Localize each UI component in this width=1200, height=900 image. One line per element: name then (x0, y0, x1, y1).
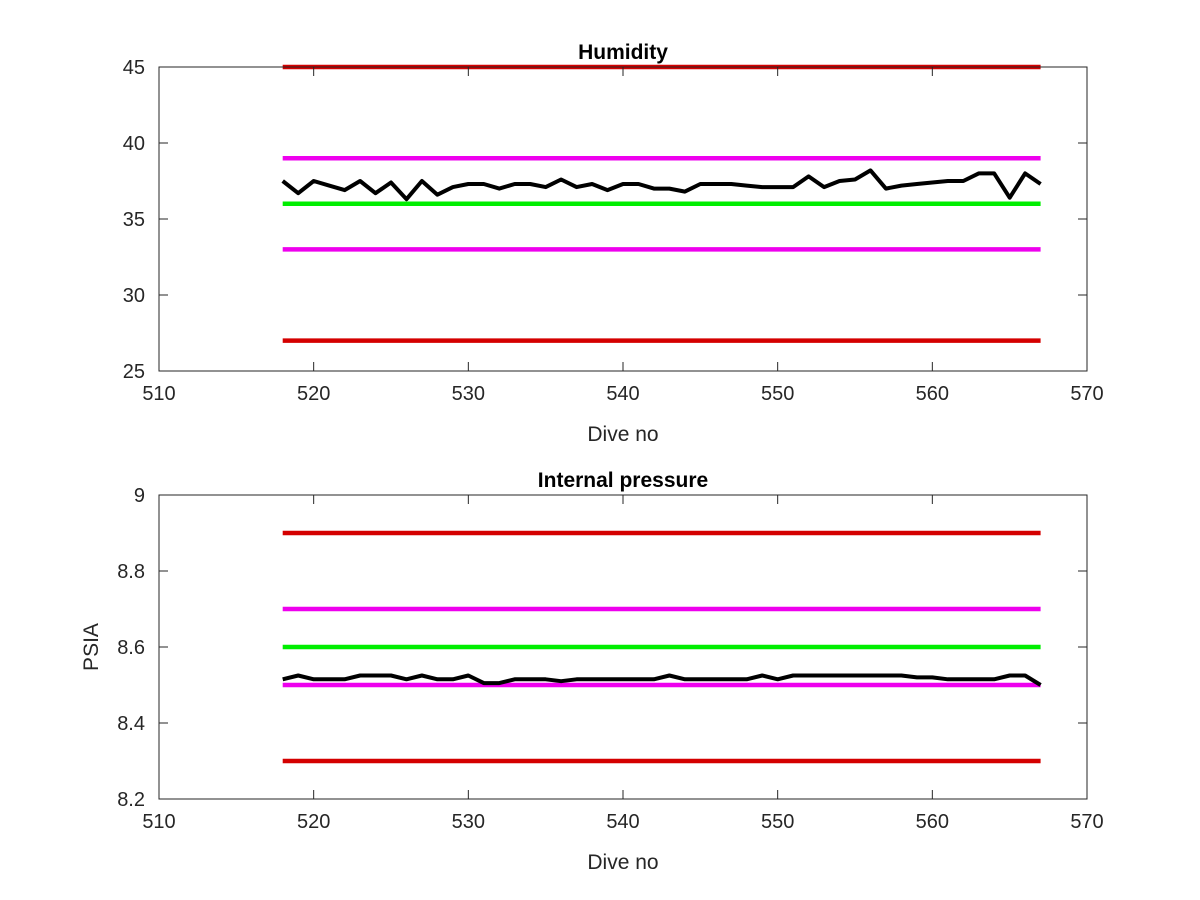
x-tick-label: 570 (1070, 383, 1103, 405)
chart-title: Humidity (578, 41, 668, 64)
y-tick-label: 8.2 (117, 789, 145, 811)
x-tick-label: 510 (142, 383, 175, 405)
y-tick-label: 35 (123, 209, 145, 231)
x-tick-label: 530 (452, 811, 485, 833)
y-tick-label: 9 (134, 485, 145, 507)
y-tick-label: 8.8 (117, 561, 145, 583)
y-tick-label: 25 (123, 361, 145, 383)
x-tick-label: 560 (916, 811, 949, 833)
x-axis-label: Dive no (587, 423, 658, 446)
x-tick-label: 520 (297, 811, 330, 833)
x-tick-label: 560 (916, 383, 949, 405)
y-tick-label: 40 (123, 133, 145, 155)
y-tick-label: 8.4 (117, 713, 145, 735)
x-tick-label: 570 (1070, 811, 1103, 833)
x-tick-label: 550 (761, 811, 794, 833)
chart-panel-0: 510 520 530 540 550 560 570 25 30 35 40 45 Humidity D… (123, 41, 1104, 446)
x-tick-label: 540 (606, 383, 639, 405)
axes-box-0 (158, 66, 1088, 372)
x-tick-label: 550 (761, 383, 794, 405)
y-axis-label: PSIA (80, 623, 103, 671)
y-tick-label: 30 (123, 285, 145, 307)
y-tick-label: 8.6 (117, 637, 145, 659)
data-line-1-5 (282, 673, 1042, 687)
data-line-0-5 (281, 168, 1042, 202)
x-tick-label: 540 (606, 811, 639, 833)
chart-panel-1: 510 520 530 540 550 560 570 8.2 8.4 8.6 8.8 9 Intern… (80, 469, 1104, 874)
x-tick-label: 520 (297, 383, 330, 405)
chart-title: Internal pressure (538, 469, 708, 492)
x-tick-label: 530 (452, 383, 485, 405)
y-tick-label: 45 (123, 57, 145, 79)
x-tick-label: 510 (142, 811, 175, 833)
x-axis-label: Dive no (587, 851, 658, 874)
